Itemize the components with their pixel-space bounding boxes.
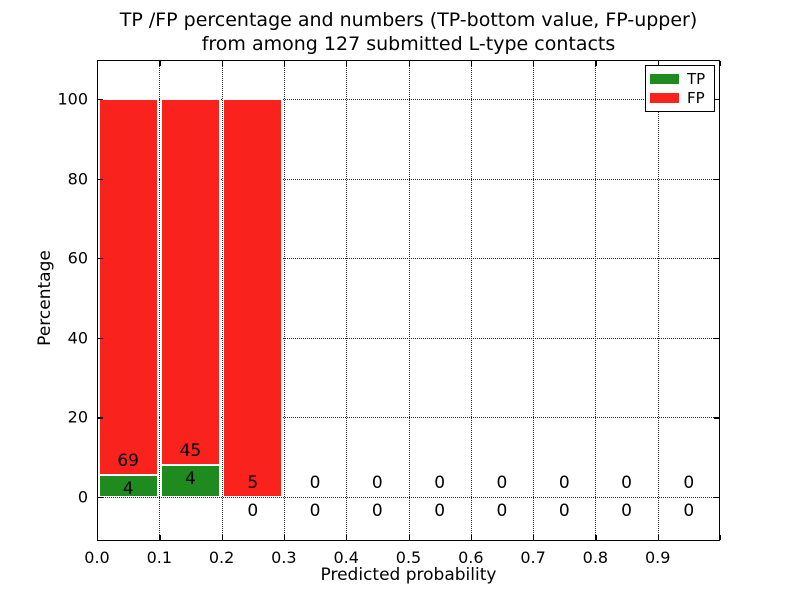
y-tick-label: 0 (77, 487, 88, 507)
y-tick-mark (98, 417, 103, 419)
x-tick-mark (97, 535, 99, 540)
annotation-tp-count: 0 (247, 501, 259, 521)
x-tick-label: 0.3 (271, 548, 297, 567)
x-tick-mark (221, 535, 223, 540)
x-tick-label: 0.0 (84, 548, 110, 567)
x-tick-mark (720, 61, 722, 66)
legend-label-fp: FP (687, 89, 705, 107)
x-tick-mark (470, 535, 473, 540)
y-tick-label: 80 (67, 169, 88, 189)
annotation-tp-count: 0 (621, 501, 632, 521)
x-tick-mark (97, 61, 99, 66)
annotation-fp-count: 0 (496, 473, 508, 493)
x-tick-label: 0.1 (146, 548, 173, 567)
gridline-vertical (159, 60, 161, 541)
annotation-tp-count: 4 (122, 479, 134, 500)
annotation-tp-count: 4 (185, 468, 196, 489)
y-tick-label: 60 (67, 248, 88, 268)
legend-label-tp: TP (687, 70, 706, 88)
legend-item-fp: FP (650, 90, 710, 106)
annotation-tp-count: 0 (496, 501, 508, 521)
legend-swatch-fp (650, 93, 679, 103)
gridline-vertical (283, 60, 285, 541)
annotation-fp-count: 0 (309, 473, 321, 493)
legend-swatch-tp (650, 74, 679, 84)
bar-segment-fp (160, 99, 221, 465)
gridline-vertical (533, 60, 535, 541)
gridline-vertical (408, 60, 410, 541)
annotation-tp-count: 0 (371, 501, 383, 521)
x-tick-label: 0.2 (208, 548, 235, 567)
annotation-fp-count: 5 (247, 473, 259, 493)
y-tick-label: 40 (67, 328, 88, 348)
bar-segment-tp (160, 464, 221, 497)
y-tick-mark (714, 99, 719, 101)
legend: TP FP (645, 65, 715, 112)
y-tick-label: 100 (57, 89, 88, 109)
y-tick-mark (98, 258, 103, 260)
x-tick-mark (470, 61, 473, 66)
x-tick-mark (408, 535, 410, 540)
y-tick-mark (714, 178, 719, 180)
annotation-fp-count: 69 (117, 451, 139, 472)
x-tick-label: 0.9 (644, 548, 671, 567)
annotation-tp-count: 0 (309, 501, 321, 521)
annotation-fp-count: 45 (179, 440, 202, 461)
x-tick-mark (657, 61, 659, 66)
chart-title: TP /FP percentage and numbers (TP-bottom… (97, 8, 720, 56)
x-tick-mark (720, 535, 722, 540)
chart-title-line2: from among 127 submitted L-type contacts (201, 33, 616, 55)
chart-title-line1: TP /FP percentage and numbers (TP-bottom… (119, 9, 698, 31)
x-tick-mark (595, 61, 597, 66)
annotation-tp-count: 0 (683, 501, 695, 521)
gridline-vertical (346, 60, 348, 541)
x-tick-mark (159, 61, 161, 66)
y-tick-mark (98, 497, 103, 499)
annotation-fp-count: 0 (683, 473, 695, 493)
gridline-vertical (470, 60, 472, 541)
bar-segment-fp (223, 99, 283, 497)
annotation-fp-count: 0 (621, 473, 632, 493)
annotation-fp-count: 0 (558, 473, 570, 493)
x-tick-label: 0.6 (458, 548, 484, 567)
x-tick-mark (283, 61, 286, 66)
x-tick-mark (533, 61, 535, 66)
x-tick-mark (346, 61, 348, 66)
x-tick-label: 0.7 (520, 548, 546, 567)
y-tick-mark (714, 337, 719, 340)
gridline-vertical (221, 60, 223, 541)
bar-segment-fp (98, 99, 158, 476)
x-tick-label: 0.8 (582, 548, 609, 567)
x-tick-mark (283, 535, 286, 540)
gridline-vertical (595, 60, 597, 541)
gridline-vertical (657, 60, 659, 541)
x-tick-mark (595, 535, 597, 540)
x-tick-mark (159, 535, 161, 540)
x-tick-mark (346, 535, 348, 540)
legend-item-tp: TP (650, 71, 710, 87)
y-tick-mark (714, 258, 719, 260)
y-tick-mark (714, 497, 719, 499)
x-tick-mark (221, 61, 223, 66)
y-tick-label: 20 (67, 407, 88, 427)
y-tick-mark (98, 178, 103, 180)
bar-segment-tp (98, 475, 158, 497)
annotation-tp-count: 0 (558, 501, 570, 521)
y-tick-mark (98, 337, 103, 340)
y-tick-mark (714, 417, 719, 419)
y-tick-mark (98, 99, 103, 101)
x-axis-label: Predicted probability (320, 565, 497, 585)
x-tick-label: 0.5 (395, 548, 422, 567)
annotation-fp-count: 0 (371, 473, 383, 493)
x-tick-mark (408, 61, 410, 66)
x-tick-mark (657, 535, 659, 540)
x-tick-mark (533, 535, 535, 540)
annotation-fp-count: 0 (434, 473, 446, 493)
x-tick-label: 0.4 (333, 548, 359, 567)
annotation-tp-count: 0 (434, 501, 446, 521)
